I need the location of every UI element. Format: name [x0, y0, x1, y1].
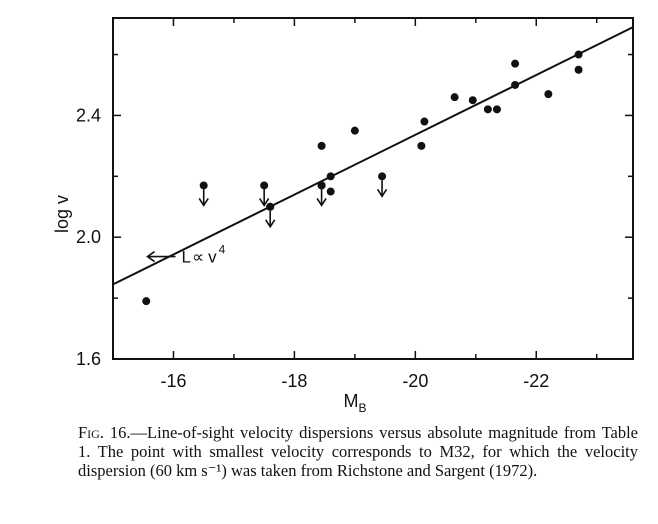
scatter-plot: -16 -18 -20 -22 1.6 2.0 2.4 L∝ v 4 MB log v [52, 17, 634, 415]
data-point [544, 90, 553, 99]
upper-limit [265, 202, 276, 229]
x-axis-ticks: -16 -18 -20 -22 [112, 18, 598, 391]
x-tick-label: -18 [281, 371, 307, 391]
upper-limit [198, 181, 209, 207]
data-point [468, 96, 477, 105]
upper-limit-arrows [198, 172, 388, 229]
figure-label: Fig. 16. [78, 423, 131, 442]
upper-limit-arrow-head [198, 198, 209, 207]
x-tick-label: -20 [402, 371, 428, 391]
y-axis-ticks: 1.6 2.0 2.4 [76, 53, 633, 369]
x-axis-label-subscript: B [358, 401, 366, 415]
data-point [511, 80, 520, 89]
annotation-l: L [182, 248, 191, 267]
data-point [420, 117, 429, 126]
upper-limit-arrow-head [265, 219, 276, 229]
upper-limit-point [378, 172, 387, 181]
x-axis-label: MB [343, 391, 366, 415]
upper-limit [258, 181, 270, 207]
data-point [326, 172, 335, 181]
annotation-v: v [208, 248, 217, 267]
data-point [574, 50, 583, 59]
data-point [450, 93, 459, 102]
upper-limit-point [266, 202, 275, 211]
upper-limit-point [199, 181, 208, 190]
x-tick-label: -16 [160, 371, 186, 391]
upper-limit-point [317, 181, 326, 190]
upper-limit-arrow-head [376, 188, 388, 198]
y-axis-label: log v [52, 195, 72, 233]
caption-text: —Line-of-sight velocity dispersions vers… [78, 423, 638, 480]
data-point [492, 105, 501, 114]
y-tick-label: 2.0 [76, 227, 101, 247]
data-point [511, 59, 520, 68]
x-axis-label-main: M [343, 391, 358, 411]
y-tick-label: 2.4 [76, 105, 101, 125]
fit-line [112, 26, 634, 286]
x-tick-label: -22 [523, 371, 549, 391]
data-point [483, 105, 492, 114]
annotation-exponent: 4 [219, 243, 226, 257]
data-point [417, 141, 426, 150]
annotation-arrow-head [146, 250, 155, 263]
y-tick-label: 1.6 [76, 349, 101, 369]
annotation-proportional-symbol: ∝ [192, 248, 204, 267]
data-point [326, 187, 335, 196]
upper-limit-arrow-head [316, 198, 327, 207]
figure-caption: Fig. 16.—Line-of-sight velocity dispersi… [78, 423, 638, 480]
data-points [142, 50, 583, 306]
data-point [574, 65, 583, 74]
upper-limit-arrow-head [258, 198, 270, 207]
annotation-text: L∝ v 4 [182, 243, 226, 267]
plot-frame [112, 17, 634, 360]
upper-limit-point [260, 181, 269, 190]
upper-limit [376, 172, 388, 198]
annotation-luminosity-law: L∝ v 4 [146, 243, 226, 267]
data-point [350, 126, 359, 135]
upper-limit [316, 181, 327, 207]
data-point [317, 141, 326, 150]
data-point [142, 297, 151, 306]
